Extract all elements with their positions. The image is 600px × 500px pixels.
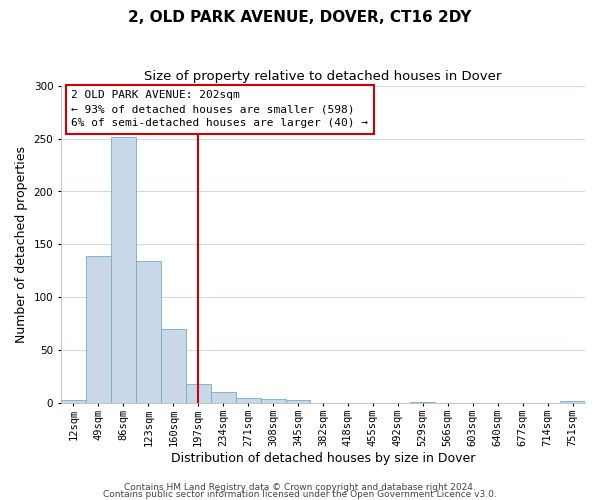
Bar — [136, 262, 161, 404]
Bar — [61, 400, 86, 404]
Bar — [111, 138, 136, 404]
Bar — [186, 384, 211, 404]
Bar — [560, 402, 585, 404]
X-axis label: Distribution of detached houses by size in Dover: Distribution of detached houses by size … — [171, 452, 475, 465]
Bar — [211, 392, 236, 404]
Text: Contains HM Land Registry data © Crown copyright and database right 2024.: Contains HM Land Registry data © Crown c… — [124, 484, 476, 492]
Text: Contains public sector information licensed under the Open Government Licence v3: Contains public sector information licen… — [103, 490, 497, 499]
Bar — [410, 402, 435, 404]
Bar — [260, 399, 286, 404]
Bar — [161, 329, 186, 404]
Text: 2 OLD PARK AVENUE: 202sqm
← 93% of detached houses are smaller (598)
6% of semi-: 2 OLD PARK AVENUE: 202sqm ← 93% of detac… — [71, 90, 368, 128]
Title: Size of property relative to detached houses in Dover: Size of property relative to detached ho… — [144, 70, 502, 83]
Bar — [286, 400, 310, 404]
Bar — [236, 398, 260, 404]
Y-axis label: Number of detached properties: Number of detached properties — [15, 146, 28, 343]
Text: 2, OLD PARK AVENUE, DOVER, CT16 2DY: 2, OLD PARK AVENUE, DOVER, CT16 2DY — [128, 10, 472, 25]
Bar — [86, 256, 111, 404]
